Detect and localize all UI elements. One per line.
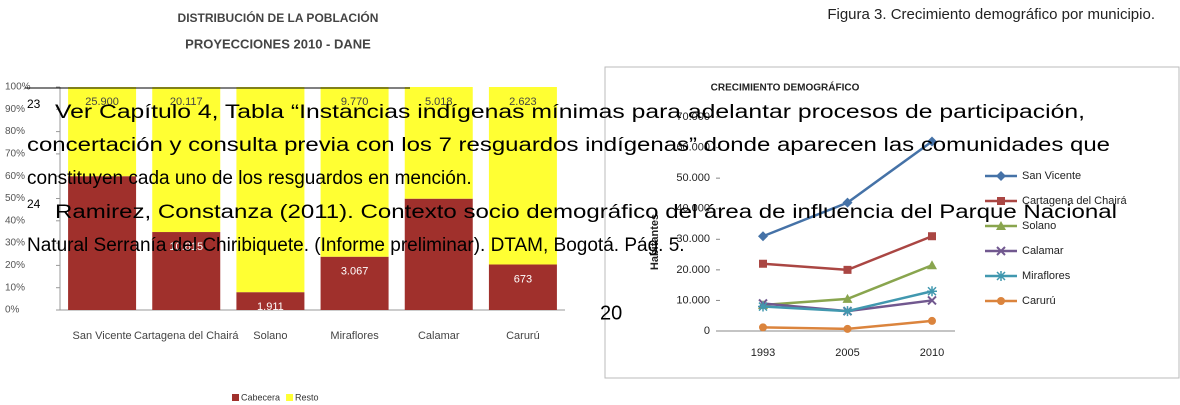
bar-segment bbox=[488, 264, 557, 310]
footnote-number: 23 bbox=[27, 97, 41, 111]
y-tick-label: 0% bbox=[5, 305, 20, 316]
point bbox=[759, 323, 767, 332]
bar-segment bbox=[236, 292, 305, 310]
y-tick-label: 50% bbox=[5, 193, 25, 204]
point bbox=[842, 197, 853, 208]
data-label: 20.117 bbox=[170, 96, 203, 108]
point bbox=[758, 301, 768, 312]
point bbox=[842, 293, 853, 303]
legend-label: Cabecera bbox=[241, 392, 280, 402]
bar-segment bbox=[320, 87, 389, 257]
point bbox=[927, 286, 937, 297]
y-tick-label: 90% bbox=[5, 104, 25, 115]
point bbox=[927, 136, 937, 147]
data-label: 9.770 bbox=[341, 96, 369, 108]
legend-label: Miraflores bbox=[1022, 270, 1071, 282]
data-label: 3.067 bbox=[341, 266, 369, 278]
data-label: 10.815 bbox=[169, 241, 203, 253]
point bbox=[928, 232, 936, 241]
footnote-text: Ramirez, Constanza (2011). Contexto soci… bbox=[55, 202, 1117, 223]
y-tick-label: 0 bbox=[704, 325, 710, 337]
y-tick-label: 60% bbox=[5, 171, 25, 182]
data-label: 1.911 bbox=[257, 301, 284, 313]
legend-label: Carurú bbox=[1022, 295, 1056, 307]
chart-title: DISTRIBUCIÓN DE LA POBLACIÓN bbox=[178, 10, 379, 25]
legend-label: Cartagena del Chairá bbox=[1022, 195, 1127, 207]
y-tick-label: 30% bbox=[5, 238, 25, 249]
y-tick-label: 70.000 bbox=[676, 111, 710, 123]
legend-swatch bbox=[286, 394, 294, 401]
data-label: 673 bbox=[514, 273, 532, 285]
point bbox=[843, 265, 852, 274]
legend-label: Calamar bbox=[1022, 245, 1064, 257]
y-axis-label: Habitantes bbox=[649, 214, 661, 270]
y-tick-label: 40.000 bbox=[676, 203, 710, 215]
point bbox=[759, 259, 767, 268]
footnote-text: Natural Serranía del Chiribiquete. (Info… bbox=[27, 235, 685, 256]
y-tick-label: 40% bbox=[5, 215, 25, 226]
x-tick-label: Solano bbox=[253, 330, 287, 342]
footnote-number: 24 bbox=[27, 197, 41, 211]
bar-segment bbox=[236, 87, 305, 293]
legend-label: San Vicente bbox=[1022, 170, 1081, 182]
y-tick-label: 20% bbox=[5, 260, 25, 271]
y-tick-label: 100% bbox=[5, 82, 31, 93]
y-tick-label: 10.000 bbox=[676, 294, 710, 306]
point bbox=[996, 171, 1006, 181]
x-tick-label: 2010 bbox=[920, 347, 944, 359]
legend-label: Solano bbox=[1022, 220, 1056, 232]
y-tick-label: 20.000 bbox=[676, 264, 710, 276]
x-tick-label: Miraflores bbox=[330, 330, 379, 342]
bar-segment bbox=[68, 176, 137, 310]
bar-segment bbox=[488, 87, 557, 265]
point bbox=[842, 306, 853, 317]
y-tick-label: 80% bbox=[5, 126, 25, 137]
data-label: 5.018 bbox=[425, 96, 453, 108]
x-tick-label: 1993 bbox=[751, 347, 775, 359]
footnote-text: Ver Capítulo 4, Tabla “Instancias indíge… bbox=[55, 102, 1085, 123]
point bbox=[997, 197, 1005, 205]
bar-segment bbox=[152, 232, 221, 310]
bar-segment bbox=[320, 256, 389, 310]
bar-segment bbox=[404, 198, 473, 310]
data-label: 25.900 bbox=[85, 96, 119, 108]
point bbox=[927, 260, 937, 270]
legend-swatch bbox=[232, 394, 239, 401]
point bbox=[928, 316, 936, 325]
page-number: 20 bbox=[600, 302, 622, 324]
point bbox=[996, 221, 1006, 230]
chart-subtitle: PROYECCIONES 2010 - DANE bbox=[185, 36, 371, 51]
point bbox=[843, 324, 852, 333]
bar-segment bbox=[152, 87, 221, 233]
point bbox=[996, 246, 1006, 256]
y-tick-label: 70% bbox=[5, 149, 25, 160]
point bbox=[996, 271, 1006, 281]
data-label: 2.623 bbox=[509, 96, 537, 108]
legend-label: Resto bbox=[295, 392, 319, 402]
bar-segment bbox=[68, 87, 137, 177]
y-tick-label: 50.000 bbox=[676, 172, 710, 184]
chart-title: CRECIMIENTO DEMOGRÁFICO bbox=[711, 81, 860, 94]
y-tick-label: 60.000 bbox=[676, 141, 710, 153]
x-tick-label: Cartagena del Chairá bbox=[134, 330, 239, 342]
y-tick-label: 10% bbox=[5, 282, 25, 293]
point bbox=[927, 295, 937, 306]
figure-caption: Figura 3. Crecimiento demográfico por mu… bbox=[827, 6, 1155, 23]
y-tick-label: 30.000 bbox=[676, 233, 710, 245]
footnote-text: concertación y consulta previa con los 7… bbox=[27, 135, 1110, 156]
x-tick-label: San Vicente bbox=[73, 330, 132, 342]
chart-frame bbox=[604, 66, 1180, 379]
x-tick-label: Carurú bbox=[506, 330, 540, 342]
bar-segment bbox=[404, 87, 473, 199]
point bbox=[758, 231, 768, 242]
footnote-text: constituyen cada uno de los resguardos e… bbox=[27, 168, 472, 189]
point bbox=[997, 297, 1005, 305]
x-tick-label: 2005 bbox=[835, 347, 859, 359]
x-tick-label: Calamar bbox=[418, 330, 460, 342]
